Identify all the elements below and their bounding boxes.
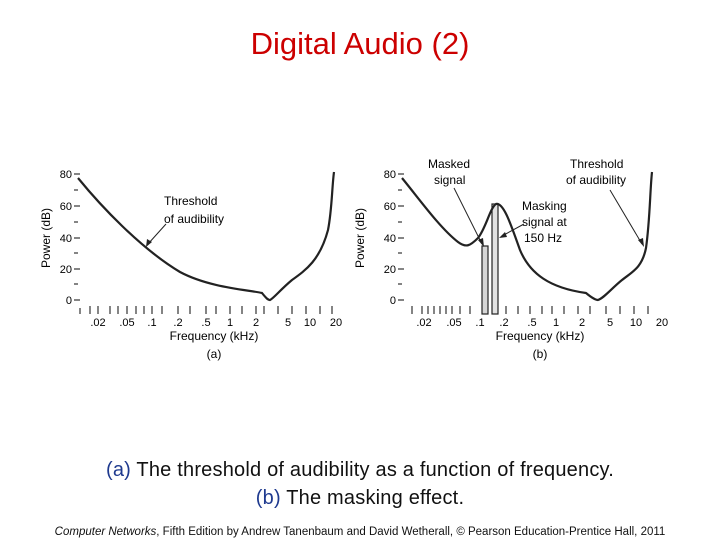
panel-a-xtick-label: .2 — [173, 317, 182, 329]
panel-a-xtick-label: .02 — [90, 317, 105, 329]
panel-a-arrowhead — [146, 239, 152, 247]
panel-b-masking-signal-bar — [491, 203, 499, 315]
caption-text-b: The masking effect. — [280, 487, 465, 509]
footer-credit: , Fifth Edition by Andrew Tanenbaum and … — [156, 526, 666, 538]
panel-b-masking-label-line3: 150 Hz — [524, 231, 562, 245]
panel-a-annotation-arrow — [147, 223, 167, 245]
panel-b-xtick-label: .02 — [416, 317, 431, 329]
panel-b-ylabel: Power (dB) — [353, 208, 367, 268]
panel-a-tag: (a) — [207, 347, 222, 361]
panel-b-masking-label-line2: signal at — [522, 215, 567, 229]
caption-line-b: (b) The masking effect. — [40, 484, 680, 512]
slide-footer: Computer Networks, Fifth Edition by Andr… — [0, 526, 720, 538]
panel-b-xtick-label: .1 — [475, 317, 484, 329]
panel-a-xtick-label: 20 — [330, 317, 342, 329]
caption-tag-a: (a) — [105, 459, 132, 481]
panel-a-xtick-label: 1 — [227, 317, 233, 329]
panel-b-xtick-label: 10 — [630, 317, 642, 329]
panel-a-threshold-curve — [77, 171, 336, 302]
figure-caption: (a) The threshold of audibility as a fun… — [40, 456, 680, 512]
panel-b-masked-arrow — [453, 187, 483, 245]
panel-b-xtick-label: .05 — [446, 317, 461, 329]
panel-a-ytick-60: 60 — [60, 201, 72, 213]
panel-a-xtick-label: .5 — [201, 317, 210, 329]
panel-b-ytick-40: 40 — [384, 233, 396, 245]
panel-a: Power (dB) 80 60 40 20 0 — [39, 169, 342, 361]
panel-b-xtick-label: .5 — [527, 317, 536, 329]
panel-a-annotation-line1: Threshold — [164, 194, 217, 208]
panel-a-ytick-20: 20 — [60, 264, 72, 276]
audibility-figure: Power (dB) 80 60 40 20 0 — [39, 157, 668, 361]
panel-a-xtick-label: .05 — [119, 317, 134, 329]
panel-b-tag: (b) — [533, 347, 548, 361]
panel-a-ytick-0: 0 — [66, 295, 72, 307]
panel-b-threshold-arrow — [609, 189, 643, 245]
panel-a-xtick-label: 10 — [304, 317, 316, 329]
panel-a-ytick-marks — [74, 173, 80, 301]
panel-a-xlabel: Frequency (kHz) — [170, 329, 259, 343]
panel-b-ytick-80: 80 — [384, 169, 396, 181]
panel-b-masked-label-line2: signal — [434, 173, 465, 187]
caption-tag-b: (b) — [255, 487, 281, 509]
caption-line-a: (a) The threshold of audibility as a fun… — [40, 456, 680, 484]
panel-b-ytick-marks — [398, 173, 404, 301]
panel-b-threshold-label-line2: of audibility — [566, 173, 626, 187]
panel-b-xtick-label: 5 — [607, 317, 613, 329]
panel-a-xtick-label: .1 — [147, 317, 156, 329]
panel-b-masked-arrowhead — [478, 238, 484, 247]
panel-a-xtick-marks — [79, 306, 333, 314]
panel-a-xtick-label: 5 — [285, 317, 291, 329]
panel-a-annotation-line2: of audibility — [164, 212, 224, 226]
panel-b-threshold-label-line1: Threshold — [570, 157, 623, 171]
panel-b-threshold-curve — [401, 171, 654, 302]
panel-b-masking-label-line1: Masking — [522, 199, 567, 213]
panel-a-ylabel: Power (dB) — [39, 208, 53, 268]
panel-b-masked-label-line1: Masked — [428, 157, 470, 171]
panel-a-ytick-40: 40 — [60, 233, 72, 245]
caption-text-a: The threshold of audibility as a functio… — [131, 459, 614, 481]
panel-b-xtick-label: 20 — [656, 317, 668, 329]
panel-b: Power (dB) 80 60 40 20 0 — [353, 157, 668, 361]
panel-b-xtick-marks — [411, 306, 649, 314]
panel-b-ytick-20: 20 — [384, 264, 396, 276]
panel-b-masked-signal-bar — [481, 245, 489, 315]
panel-b-xtick-label: 2 — [579, 317, 585, 329]
panel-b-masking-arrowhead — [499, 232, 507, 238]
panel-b-ytick-0: 0 — [390, 295, 396, 307]
panel-a-xtick-label: 2 — [253, 317, 259, 329]
panel-a-ytick-80: 80 — [60, 169, 72, 181]
panel-b-xtick-label: .2 — [499, 317, 508, 329]
panel-b-threshold-arrowhead — [638, 238, 644, 247]
panel-b-xlabel: Frequency (kHz) — [496, 329, 585, 343]
slide-title: Digital Audio (2) — [250, 26, 470, 61]
panel-b-ytick-60: 60 — [384, 201, 396, 213]
footer-book-title: Computer Networks — [54, 526, 157, 538]
panel-b-xtick-label: 1 — [553, 317, 559, 329]
